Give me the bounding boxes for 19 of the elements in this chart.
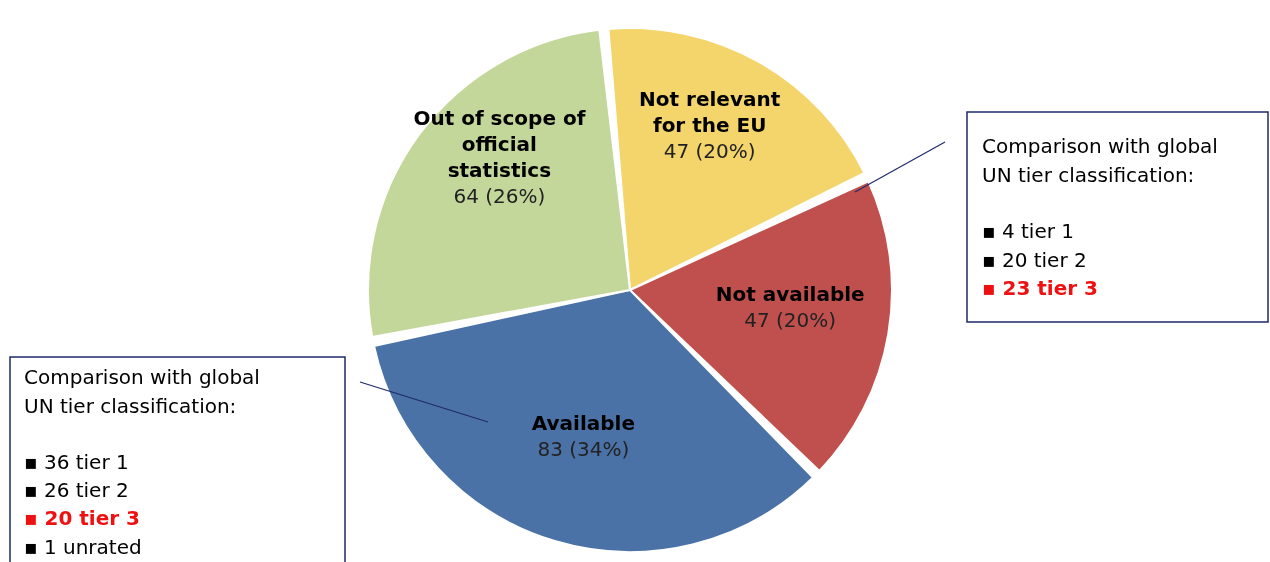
text: ▪ 20 tier 2 (982, 248, 1087, 272)
slice-label: Not relevant for the EU (639, 87, 781, 138)
slice-label: Not available (715, 282, 865, 307)
text: ▪ 36 tier 1 (24, 450, 129, 474)
text: UN tier classification: (982, 163, 1195, 187)
text: ▪ 23 tier 3 (982, 276, 1099, 300)
text: UN tier classification: (24, 394, 237, 418)
data-label: 47 (20%) (744, 308, 837, 333)
text: ▪ 4 tier 1 (982, 219, 1075, 243)
text: Comparison with global (24, 365, 260, 389)
slice-label: Out of scope of official statistics (413, 106, 586, 183)
text: ▪ 20 tier 3 (24, 506, 141, 530)
text: ▪ 26 tier 2 (24, 478, 129, 502)
text: Comparison with global (982, 134, 1218, 158)
data-label: 47 (20%) (663, 139, 756, 164)
data-label: 64 (26%) (453, 184, 546, 209)
data-label: 83 (34%) (537, 436, 630, 461)
text: ▪ 1 unrated (24, 535, 142, 559)
slice-label: Available (531, 410, 636, 435)
